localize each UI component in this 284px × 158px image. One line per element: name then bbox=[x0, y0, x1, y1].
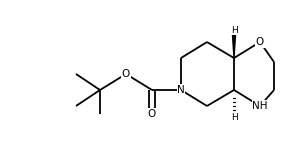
Text: H: H bbox=[231, 26, 237, 35]
Text: O: O bbox=[122, 69, 130, 79]
Text: NH: NH bbox=[252, 101, 268, 111]
Polygon shape bbox=[232, 30, 236, 58]
Text: O: O bbox=[148, 109, 156, 119]
Text: O: O bbox=[256, 37, 264, 47]
Text: N: N bbox=[177, 85, 185, 95]
Text: H: H bbox=[231, 113, 237, 122]
